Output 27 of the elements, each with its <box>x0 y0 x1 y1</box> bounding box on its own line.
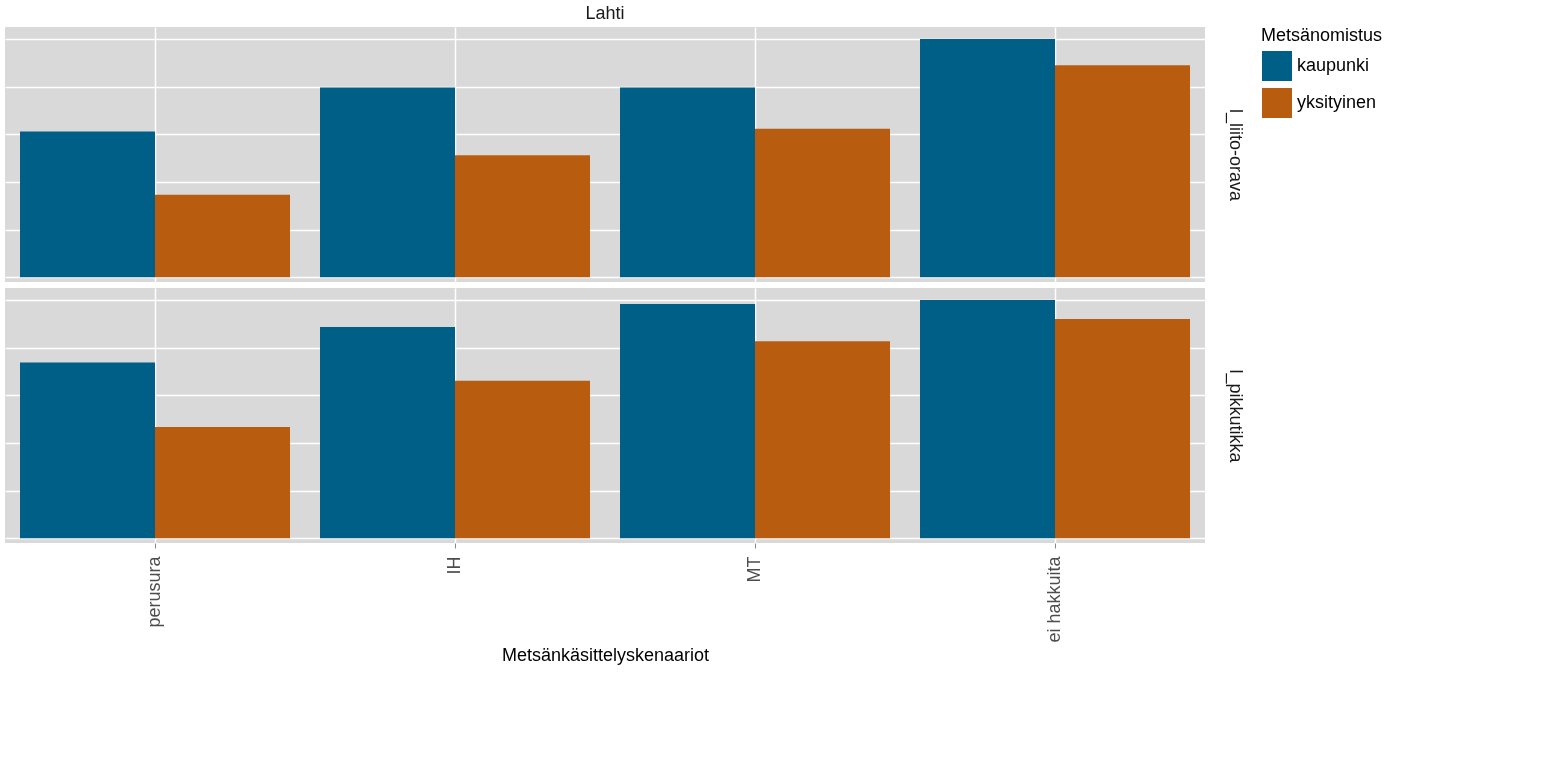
bar <box>455 380 590 539</box>
bar <box>620 303 755 539</box>
bar <box>755 128 890 278</box>
legend-label: kaupunki <box>1297 55 1370 75</box>
x-tick-label: MT <box>744 556 764 583</box>
bar <box>1055 318 1190 539</box>
bar <box>20 131 155 278</box>
legend-label: yksityinen <box>1297 92 1377 112</box>
x-tick-label: perusura <box>144 555 164 628</box>
x-axis-title: Metsänkäsittelyskenaariot <box>501 644 710 665</box>
bar <box>20 362 155 539</box>
bar <box>1055 65 1190 278</box>
bar <box>155 194 290 278</box>
bar <box>320 327 455 539</box>
bar <box>755 341 890 539</box>
y-axis-title: l_liito-orava <box>1224 108 1246 202</box>
legend-title: Metsänomistus <box>1261 25 1383 45</box>
bar <box>620 87 755 278</box>
bar <box>455 155 590 278</box>
bar <box>920 299 1055 539</box>
x-tick-label: IH <box>444 556 464 575</box>
bar <box>155 426 290 539</box>
chart-title: Lahti <box>585 3 625 23</box>
x-tick-label: ei hakkuita <box>1044 555 1064 643</box>
y-axis-title: l_pikkutikka <box>1224 369 1246 464</box>
bar <box>320 87 455 278</box>
bar <box>920 38 1055 278</box>
